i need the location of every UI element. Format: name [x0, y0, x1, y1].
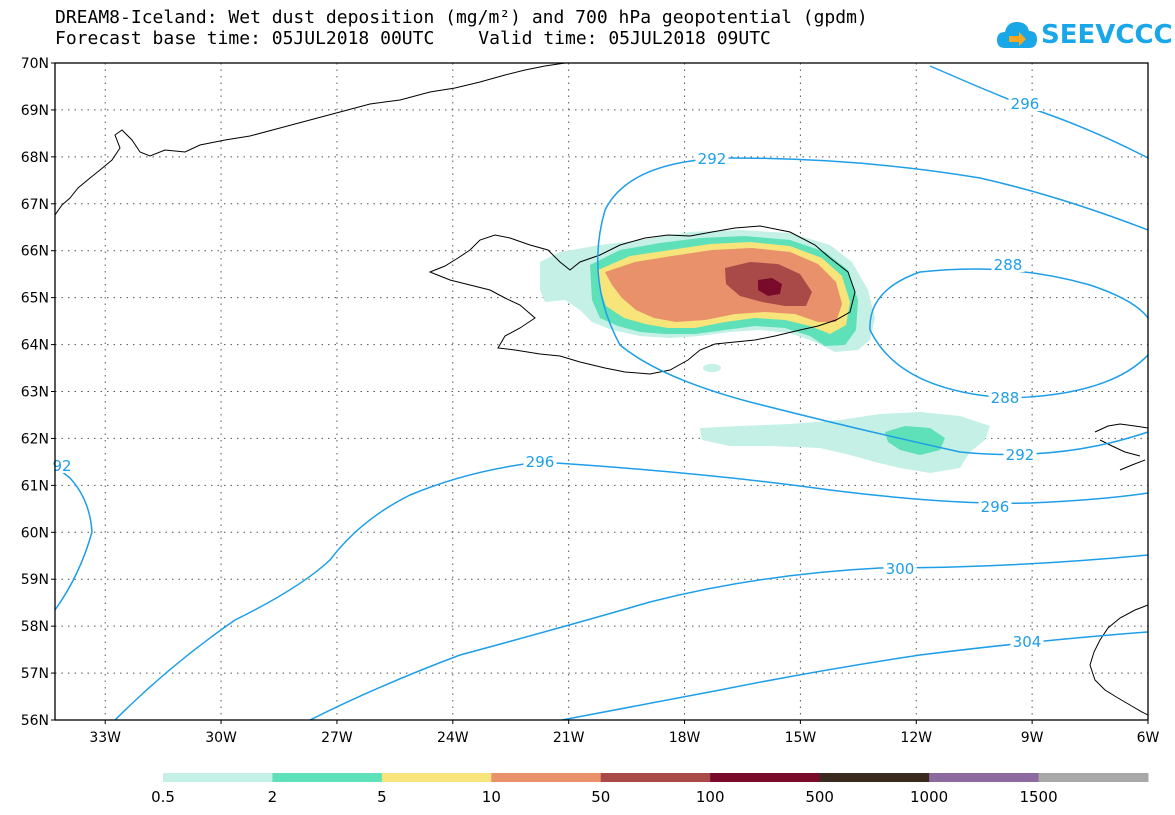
lat-label: 57N [21, 666, 49, 682]
colorbar: 0.5 2 5 10 50 100 500 1000 1500 [151, 773, 1149, 806]
contour-label-bg [1003, 446, 1037, 462]
lat-label: 64N [21, 338, 49, 354]
lat-label: 65N [21, 291, 49, 307]
lon-label: 6W [1137, 730, 1160, 746]
colorbar-segment [1038, 773, 1149, 782]
contour-label: 292 [1006, 446, 1035, 464]
axis-labels: 70N 69N 68N 67N 66N 65N 64N 63N 62N 61N 60N 59N 58N 5… [21, 56, 1160, 746]
contour-label: 288 [994, 256, 1023, 274]
lat-label: 59N [21, 572, 49, 588]
contour-292-west [55, 467, 93, 611]
lon-label: 21W [553, 730, 585, 746]
contour-label: 300 [886, 560, 915, 578]
contour-label: 296 [1011, 95, 1040, 113]
contour-label: 296 [981, 498, 1010, 516]
contour-label: 288 [991, 389, 1020, 407]
seevccc-logo: SEEVCCC [995, 14, 1173, 58]
contour-label-bg [991, 256, 1025, 272]
colorbar-label: 5 [377, 788, 387, 806]
greenland-coastline [55, 63, 566, 216]
dust-area-0-5 [703, 364, 721, 372]
contour-label: 292 [698, 150, 727, 168]
contour-label: 296 [526, 453, 555, 471]
lat-label: 69N [21, 103, 49, 119]
contour-label-bg [988, 389, 1022, 405]
contour-label-bg [883, 560, 917, 576]
faroe-shetland-coastline [1094, 423, 1148, 471]
lat-label: 68N [21, 150, 49, 166]
cloud-icon [997, 22, 1037, 48]
colorbar-label: 50 [591, 788, 610, 806]
dust-deposition-shading [540, 230, 990, 473]
lon-label: 33W [89, 730, 121, 746]
colorbar-label: 500 [805, 788, 834, 806]
map-subtitle: Forecast base time: 05JUL2018 00UTC Valid… [55, 29, 771, 49]
contour-304 [561, 631, 1148, 720]
graticule [55, 63, 1148, 720]
colorbar-label: 0.5 [151, 788, 175, 806]
forecast-base-time: Forecast base time: 05JUL2018 00UTC [55, 28, 435, 49]
contour-label: 304 [1013, 633, 1042, 651]
lon-label: 18W [669, 730, 701, 746]
contour-292-iceland [597, 157, 1148, 456]
colorbar-label: 1500 [1019, 788, 1057, 806]
logo-text: SEEVCCC [1041, 20, 1173, 50]
colorbar-label: 1000 [910, 788, 948, 806]
lon-label: 9W [1021, 730, 1044, 746]
colorbar-segment [600, 773, 711, 782]
lat-label: 67N [21, 197, 49, 213]
contour-label-bg [523, 453, 557, 469]
geopotential-contours [55, 65, 1148, 720]
lat-label: 56N [21, 713, 49, 729]
colorbar-segment [381, 773, 492, 782]
colorbar-label: 10 [482, 788, 501, 806]
colorbar-segment [819, 773, 930, 782]
lat-label: 61N [21, 478, 49, 494]
contour-labels: 296 292 288 288 292 92 296 296 300 304 [50, 95, 1044, 651]
colorbar-segment [929, 773, 1040, 782]
contour-label-bg [978, 498, 1012, 514]
lat-label: 62N [21, 431, 49, 447]
contour-label: 92 [52, 457, 71, 475]
lat-label: 66N [21, 244, 49, 260]
lon-label: 12W [900, 730, 932, 746]
contour-300 [309, 554, 1148, 720]
colorbar-segment [710, 773, 821, 782]
dust-area-2 [885, 426, 945, 455]
iceland-coastline [428, 225, 856, 375]
lat-label: 63N [21, 385, 49, 401]
contour-label-bg [50, 457, 74, 473]
colorbar-segment [491, 773, 602, 782]
valid-time: Valid time: 05JUL2018 09UTC [478, 28, 771, 49]
contour-label-bg [1010, 633, 1044, 649]
contour-label-bg [1008, 95, 1042, 111]
lat-label: 58N [21, 619, 49, 635]
colorbar-label: 100 [696, 788, 725, 806]
lat-label: 60N [21, 525, 49, 541]
dust-area-100 [758, 278, 782, 296]
lat-label: 70N [21, 56, 49, 72]
colorbar-label: 2 [268, 788, 278, 806]
colorbar-segment [163, 773, 273, 782]
contour-label-bg [695, 150, 729, 166]
lon-label: 30W [205, 730, 237, 746]
contour-288 [869, 268, 1148, 399]
lon-label: 15W [785, 730, 817, 746]
map-title: DREAM8-Iceland: Wet dust deposition (mg/… [55, 7, 868, 28]
colorbar-segment [272, 773, 383, 782]
dust-area-0-5 [700, 412, 990, 473]
scotland-coastline [1089, 604, 1148, 716]
lon-label: 27W [321, 730, 353, 746]
lon-label: 24W [437, 730, 469, 746]
